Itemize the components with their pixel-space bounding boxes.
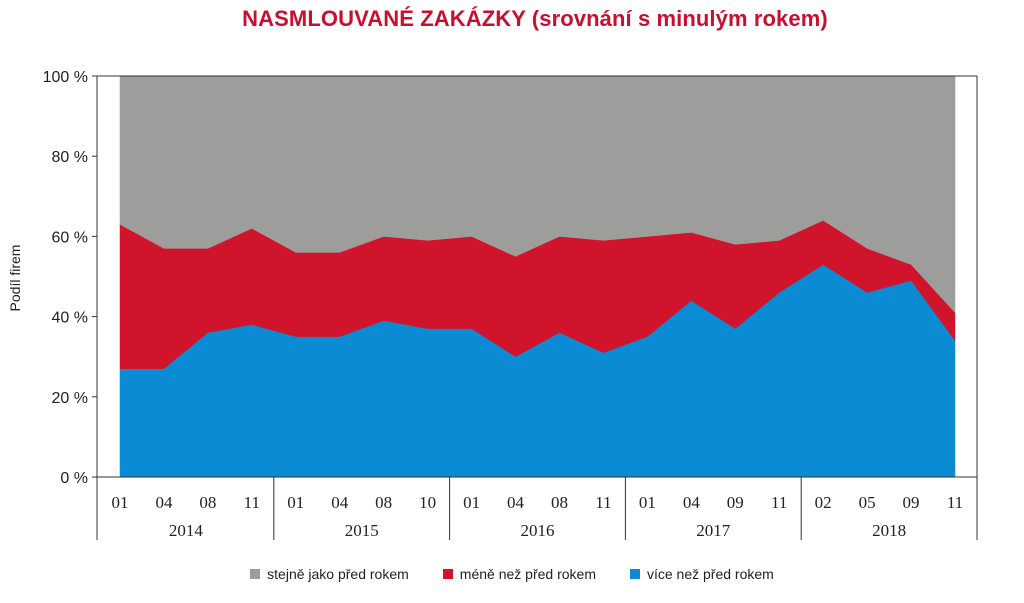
x-tick-label: 10 [419,493,436,512]
y-tick-label: 0 % [60,470,88,487]
legend-label: méně než před rokem [459,566,596,582]
x-tick-label: 01 [639,493,656,512]
legend-label: stejně jako před rokem [267,566,409,582]
x-tick-label: 08 [199,493,216,512]
x-tick-label: 01 [463,493,480,512]
y-tick-label: 40 % [52,310,88,327]
x-year-label: 2017 [696,521,731,540]
x-year-label: 2018 [872,521,906,540]
x-tick-label: 05 [859,493,876,512]
y-tick-label: 100 % [43,69,88,86]
x-tick-label: 04 [331,493,349,512]
legend-item: více než před rokem [629,566,774,582]
y-axis-label: Podíl firem [7,245,23,312]
x-tick-label: 02 [815,493,832,512]
x-tick-label: 04 [683,493,701,512]
x-tick-label: 11 [244,493,260,512]
y-tick-label: 80 % [52,149,88,166]
legend-swatch [629,569,640,579]
x-tick-label: 11 [771,493,787,512]
chart-legend: stejně jako před rokem méně než před roke… [0,566,1024,582]
x-tick-label: 01 [287,493,304,512]
x-year-label: 2015 [345,521,379,540]
axes-layer: 0 % 20 % 40 % 60 % 80 % 100 % 01 04 08 11 01 04 08 10… [43,69,978,540]
x-tick-label: 11 [947,493,963,512]
chart-title: NASMLOUVANÉ ZAKÁZKY (srovnání s minulým … [242,6,828,31]
x-tick-label: 08 [375,493,392,512]
areas-layer [119,75,956,478]
legend-label: více než před rokem [646,566,774,582]
x-tick-label: 09 [727,493,744,512]
x-tick-label: 04 [507,493,525,512]
x-tick-label: 11 [595,493,611,512]
x-year-label: 2014 [169,521,204,540]
x-tick-label: 04 [155,493,173,512]
x-tick-label: 01 [112,493,129,512]
y-tick-label: 20 % [52,390,88,407]
legend-swatch [250,569,261,579]
x-year-label: 2016 [521,521,555,540]
x-tick-label: 09 [903,493,920,512]
x-tick-label: 08 [551,493,568,512]
legend-swatch [442,569,453,579]
legend-item: stejně jako před rokem [250,566,409,582]
y-tick-label: 60 % [52,229,88,246]
legend-item: méně než před rokem [442,566,596,582]
